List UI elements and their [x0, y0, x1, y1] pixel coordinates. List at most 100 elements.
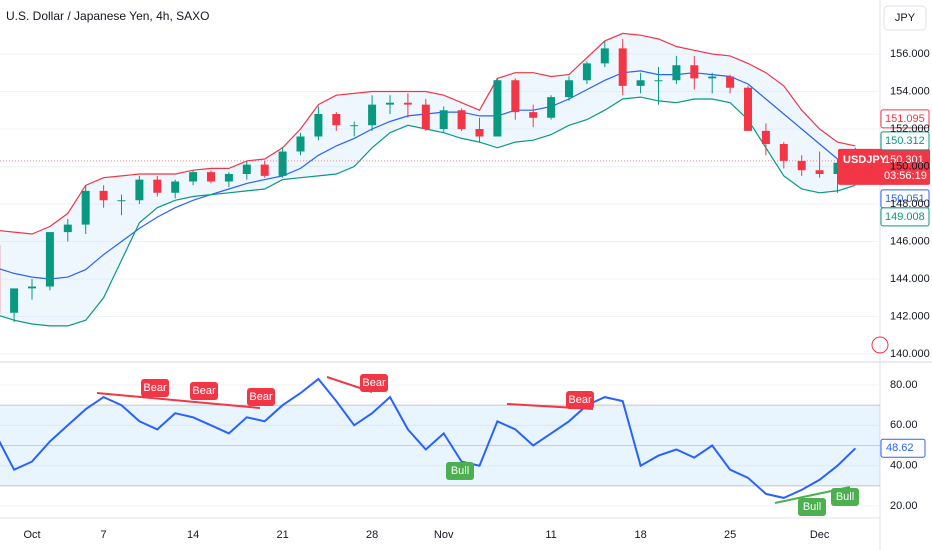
candle-body [726, 76, 735, 88]
x-tick-label: 14 [187, 529, 199, 541]
y-tick-label: 40.00 [890, 460, 918, 472]
last-price: 150.301 [884, 154, 924, 166]
symbol: USDJPY [843, 154, 888, 166]
rsi-line [0, 377, 857, 499]
rsi-last-box [880, 438, 926, 458]
x-tick-label: Oct [23, 529, 40, 541]
candle-body [224, 174, 233, 182]
divergence-line [96, 392, 261, 409]
annotation-box [190, 382, 218, 400]
chart-title: U.S. Dollar / Japanese Yen, 4h, SAXO [6, 9, 209, 23]
candle-body [421, 104, 430, 129]
annotation-box [247, 388, 275, 406]
candle-body [117, 200, 126, 202]
y-tick-label: 80.00 [890, 379, 918, 391]
candle-body [511, 80, 520, 113]
candle-body [207, 172, 215, 182]
candle-body [242, 164, 251, 174]
annotation: Bull [803, 501, 821, 513]
candle-body [332, 114, 341, 126]
candle-body [81, 190, 90, 225]
y-tick-label: 60.00 [890, 419, 918, 431]
candle-body [833, 162, 842, 174]
price-label: 150.312 [885, 135, 925, 147]
y-tick-label: 156.000 [890, 48, 930, 60]
candle-body [618, 48, 627, 86]
event-icon[interactable] [871, 336, 889, 354]
annotation-box [831, 488, 859, 506]
candle-body [189, 172, 198, 182]
annotation-box [360, 374, 388, 392]
price-label-box [880, 131, 930, 151]
annotation: Bear [192, 385, 216, 397]
candle-body [797, 160, 806, 171]
candle-body [654, 80, 663, 82]
candle-body [529, 112, 538, 118]
candle-body [672, 65, 681, 81]
price-label-box [880, 109, 930, 129]
candle-body [475, 129, 484, 137]
last-price-box [838, 148, 930, 185]
y-tick-label: 150.000 [890, 160, 930, 172]
x-tick-label: 18 [634, 529, 646, 541]
x-tick-label: 28 [366, 529, 378, 541]
price-label: 149.008 [885, 211, 925, 223]
candle-body [403, 102, 412, 105]
candle-body [565, 80, 573, 98]
candle-body [547, 97, 556, 118]
currency[interactable]: JPY [895, 12, 916, 24]
y-tick-label: 20.00 [890, 500, 918, 512]
x-tick-label: Nov [434, 529, 454, 541]
annotation: Bear [362, 377, 386, 389]
y-tick-label: 152.000 [890, 123, 930, 135]
candle-body [314, 114, 323, 137]
candle-body [99, 190, 108, 201]
currency-button[interactable] [883, 5, 927, 31]
candle-body [708, 76, 717, 79]
y-tick-label: 144.000 [890, 273, 930, 285]
annotation-box [798, 498, 826, 516]
y-tick-label: 142.000 [890, 310, 930, 322]
candle-body [10, 288, 19, 313]
candle-body [690, 65, 699, 79]
annotation: Bear [143, 382, 167, 394]
annotation: Bull [451, 465, 469, 477]
y-tick-label: 148.000 [890, 198, 930, 210]
candle-body [135, 179, 144, 201]
price-label: 151.095 [885, 113, 925, 125]
candle-body [636, 80, 645, 86]
annotation: Bear [249, 391, 273, 403]
candle-body [600, 48, 609, 64]
candle-body [761, 130, 770, 144]
candle-body [386, 102, 394, 105]
price-label: 150.051 [885, 193, 925, 205]
candle-body [350, 125, 359, 127]
candle-body [278, 151, 287, 176]
candle-body [296, 136, 305, 152]
candle-body [45, 232, 54, 287]
x-tick-label: 21 [276, 529, 288, 541]
y-tick-label: 154.000 [890, 85, 930, 97]
y-tick-label: 140.000 [890, 348, 930, 360]
candle-body [260, 164, 269, 176]
annotation-box [141, 379, 169, 397]
candle-body [439, 110, 448, 129]
price-label-box [880, 207, 930, 227]
candle-body [171, 181, 180, 193]
annotation: Bear [568, 394, 592, 406]
candle-body [457, 110, 466, 129]
annotation: Bull [836, 491, 854, 503]
candle-body [744, 87, 752, 131]
annotation-box [446, 462, 474, 480]
candle-body [779, 144, 788, 161]
candle-body [28, 286, 36, 289]
countdown: 03:56:19 [884, 170, 927, 182]
candle-body [582, 63, 591, 81]
candle-body [815, 170, 824, 174]
annotation-box [566, 391, 594, 409]
candle-body [493, 80, 502, 137]
candle-body [368, 104, 377, 126]
rsi-band [0, 405, 880, 486]
